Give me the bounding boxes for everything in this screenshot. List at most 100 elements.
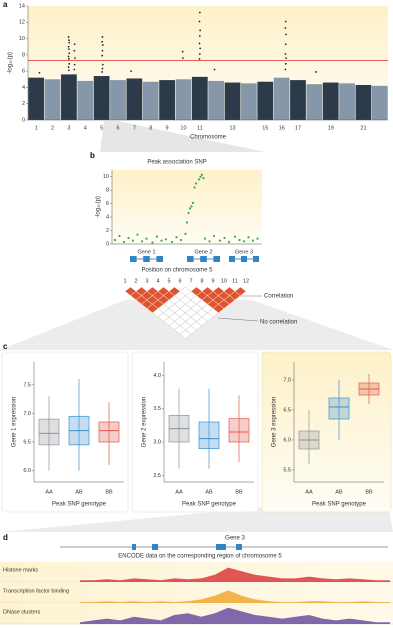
chromosome-band [175,79,192,120]
snp-point [164,238,168,241]
y-tick-label: 5.5 [283,467,291,473]
x-tick-label: 10 [180,125,186,131]
chromosome-band [28,77,45,120]
snp-point [203,237,207,240]
y-tick-label: 0 [22,117,25,123]
snp-point [182,57,184,60]
y-tick-label: 10 [103,174,109,180]
snp-point [181,50,184,53]
track-background [0,583,393,603]
snp-point [67,36,70,38]
snp-point [118,234,121,238]
snp-point [315,71,317,73]
exon [200,256,207,262]
snp-label: 4 [156,278,159,284]
chromosome-band [142,81,159,120]
snp-point [74,57,76,60]
snp-label: 6 [178,278,181,284]
snp-point [101,49,104,52]
snp-point [285,57,287,60]
y-tick-label: 4 [22,85,25,91]
chromosome-band [355,84,372,120]
x-tick-label: BB [235,489,243,495]
exon [187,256,194,262]
snp-point [155,235,159,238]
legend-pointer [217,317,259,322]
snp-point [67,66,70,68]
chromosome-band [306,84,323,120]
y-tick-label: 6 [106,201,109,207]
x-tick-label: 4 [84,125,87,131]
snp-point [122,240,126,244]
snp-point [73,68,76,71]
snp-point [175,236,178,239]
y-tick-label: 2.5 [153,473,161,479]
exon [229,256,235,262]
snp-label: 3 [145,278,148,284]
snp-point [197,178,201,181]
gene-label: Gene 3 [225,536,245,542]
x-tick-label: 11 [197,125,203,131]
snp-point [140,240,144,243]
chromosome-band [257,81,274,120]
chromosome-band [208,80,225,120]
snp-point [198,11,201,14]
track-label: Transcription factor binding [3,588,69,594]
snp-point [199,47,202,50]
gene-label: Gene 3 [235,249,253,255]
snp-label: 11 [232,278,238,284]
x-tick-label: 1 [35,125,38,131]
track-area [80,607,390,624]
x-tick-label: 17 [295,125,301,131]
snp-point [73,49,76,52]
snp-point [160,239,163,242]
snp-point [194,182,198,185]
chromosome-band [110,80,126,120]
x-tick-label: AA [175,489,183,495]
gene-label: Gene 1 [137,249,155,255]
track-label: DNase clusters [3,609,41,615]
panel-label: c [3,342,8,351]
y-tick-label: 6 [22,69,25,75]
snp-point [67,45,70,48]
chromosome-band [224,82,241,120]
track-area [80,567,390,582]
panel-frame [131,351,259,513]
x-tick-label: AA [45,489,53,495]
snp-label: 2 [134,278,137,284]
snp-point [199,175,202,178]
chromosome-band [371,85,388,120]
snp-point [73,43,76,46]
snp-point [202,176,205,180]
box [228,418,250,443]
snp-point [284,68,287,71]
snp-point [223,236,226,240]
y-tick-label: 4.0 [153,373,161,379]
snp-point [179,238,183,242]
chart-title: Peak association SNP [147,160,206,166]
chromosome-band [290,80,306,120]
snp-point [101,67,104,70]
x-tick-label: 15 [262,125,268,131]
snp-point [284,27,287,29]
snp-label: 7 [189,278,192,284]
snp-point [68,41,71,44]
x-tick-label: AB [75,489,83,495]
exon [216,544,226,550]
y-tick-label: 7.5 [23,382,31,388]
snp-point [67,55,70,58]
snp-point [198,53,201,55]
y-tick-label: 2 [22,101,25,107]
y-tick-label: 3.5 [153,406,161,412]
chromosome-band [322,82,339,120]
exon [152,544,158,550]
x-tick-label: AA [305,489,313,495]
snp-point [218,239,222,242]
snp-point [131,239,135,242]
snp-point [198,35,201,38]
snp-point [193,186,196,189]
y-tick-label: 7.0 [23,411,31,417]
exon [143,256,150,262]
snp-point [284,43,287,46]
